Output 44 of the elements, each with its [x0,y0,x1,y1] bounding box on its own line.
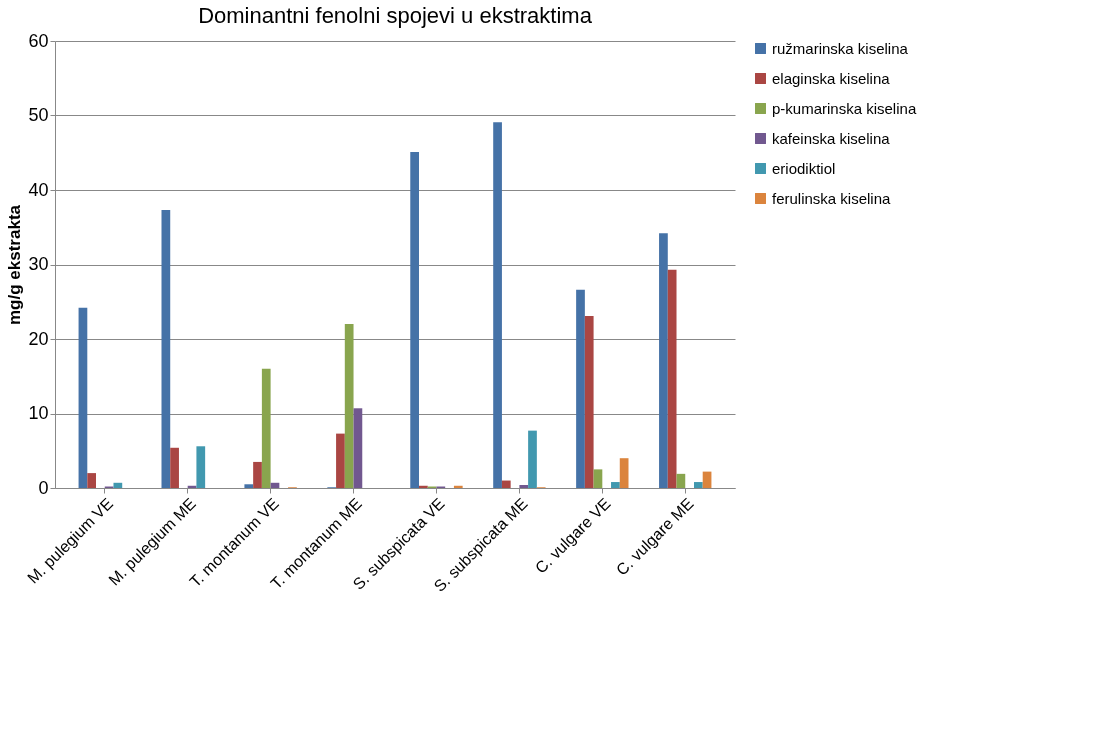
y-tick-label: 40 [28,179,49,200]
bar [693,482,703,488]
legend-label: p-kumarinska kiselina [772,99,917,117]
bar [584,315,594,488]
y-axis-title: mg/g ekstrakta [5,204,25,325]
y-tick-label: 0 [38,477,49,498]
legend-label: kafeinska kiselina [772,129,891,147]
bar [113,482,123,488]
bar [528,430,537,488]
bar [519,485,529,488]
bar [676,473,686,488]
y-tick-label: 20 [28,328,49,349]
legend-label: eriodiktiol [772,159,836,177]
bar [619,458,629,488]
bar [576,289,585,488]
bar [410,152,420,488]
bar [87,473,97,488]
bar [261,368,271,488]
y-tick-label: 30 [28,254,49,274]
y-tick-label: 60 [28,30,49,51]
bar [493,122,502,488]
legend-label: ferulinska kiselina [772,189,892,207]
bar [253,461,262,488]
bar [659,233,668,488]
bar [344,324,354,488]
y-tick-label: 50 [28,105,49,125]
bar [161,210,171,488]
bar [593,469,603,488]
bar [501,480,511,488]
y-tick-label: 10 [28,403,49,423]
bar [611,482,620,488]
bar [453,485,463,488]
bar [667,269,677,488]
bar [702,471,712,488]
bar [419,485,428,488]
chart-title: Dominantni fenolni spojevi u ekstraktima [198,3,593,28]
bar [196,446,206,488]
legend-label: ružmarinska kiselina [772,39,909,57]
bar [336,433,345,488]
legend-label: elaginska kiselina [772,69,891,87]
bar [78,307,88,488]
bar [170,447,179,488]
bar [353,408,363,488]
bar [244,484,254,488]
